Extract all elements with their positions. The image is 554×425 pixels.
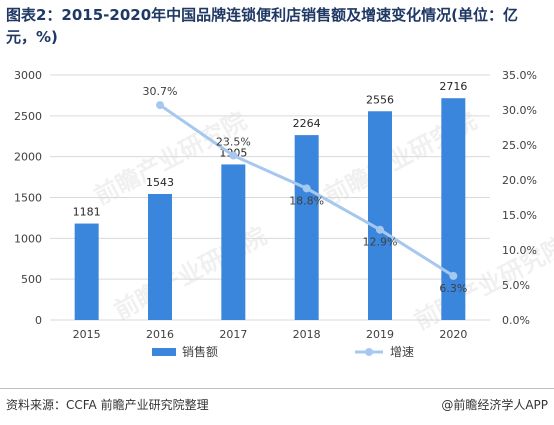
y-left-tick-label: 1500 <box>14 192 42 205</box>
growth-point <box>449 271 458 280</box>
legend-bar-label: 销售额 <box>182 344 218 359</box>
y-right-tick-label: 0.0% <box>502 314 530 327</box>
bar-data-label: 1543 <box>146 176 174 189</box>
x-tick-label: 2015 <box>73 328 101 341</box>
growth-point <box>302 184 311 193</box>
y-left-tick-label: 1000 <box>14 232 42 245</box>
bar <box>74 223 99 320</box>
line-data-label: 6.3% <box>439 282 467 295</box>
source-note: 资料来源：CCFA 前瞻产业研究院整理 <box>6 398 209 412</box>
x-tick-label: 2016 <box>146 328 174 341</box>
bar <box>294 135 319 320</box>
credit-note: @前瞻经济学人APP <box>441 398 548 412</box>
bar <box>441 98 466 321</box>
y-left-tick-label: 3000 <box>14 69 42 82</box>
bar <box>148 193 172 320</box>
legend-bar-swatch <box>152 348 176 356</box>
y-right-tick-label: 20.0% <box>502 174 537 187</box>
watermark: 前瞻产业研究院 <box>110 222 271 326</box>
y-right-tick-label: 15.0% <box>502 209 537 222</box>
legend-line-marker <box>365 348 373 356</box>
growth-point <box>229 151 238 160</box>
y-right-tick-label: 35.0% <box>502 69 537 82</box>
y-left-tick-label: 500 <box>21 273 42 286</box>
chart-title: 图表2：2015-2020年中国品牌连锁便利店销售额及增速变化情况(单位：亿元，… <box>6 6 519 46</box>
bar-data-label: 2264 <box>293 117 321 130</box>
bar-data-label: 2556 <box>366 93 394 106</box>
x-tick-label: 2020 <box>439 328 467 341</box>
y-right-tick-label: 10.0% <box>502 244 537 257</box>
y-left-tick-label: 0 <box>35 314 42 327</box>
x-tick-label: 2018 <box>293 328 321 341</box>
bar-data-label: 1181 <box>73 206 101 219</box>
x-tick-label: 2017 <box>219 328 247 341</box>
y-left-tick-label: 2500 <box>14 110 42 123</box>
legend-line-label: 增速 <box>390 345 414 359</box>
line-data-label: 23.5% <box>216 136 251 149</box>
y-left-tick-label: 2000 <box>14 151 42 164</box>
bar-data-label: 2716 <box>439 80 467 93</box>
growth-point <box>156 101 164 110</box>
line-data-label: 30.7% <box>143 85 178 98</box>
y-right-tick-label: 25.0% <box>502 139 537 152</box>
line-data-label: 12.9% <box>363 236 398 249</box>
growth-point <box>376 225 384 234</box>
y-right-tick-label: 5.0% <box>502 279 530 292</box>
x-tick-label: 2019 <box>366 328 394 341</box>
bar <box>221 164 246 320</box>
bar <box>368 111 392 320</box>
line-data-label: 18.8% <box>289 194 324 207</box>
footer: 资料来源：CCFA 前瞻产业研究院整理 @前瞻经济学人APP <box>0 388 554 422</box>
y-right-tick-label: 30.0% <box>502 104 537 117</box>
